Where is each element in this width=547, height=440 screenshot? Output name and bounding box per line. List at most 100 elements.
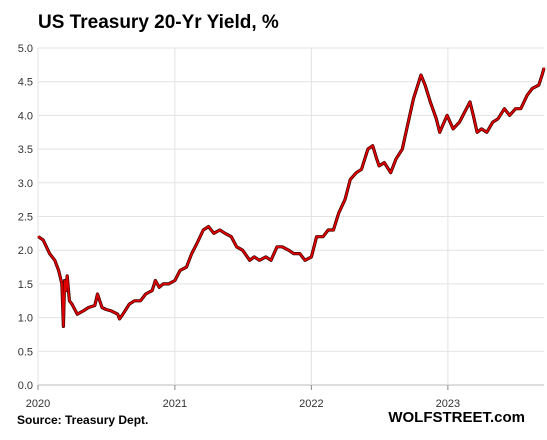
- data-point: [378, 165, 380, 167]
- data-point: [174, 279, 176, 282]
- data-point: [241, 249, 244, 252]
- y-tick-label: 3.5: [18, 144, 33, 156]
- data-point: [76, 313, 79, 316]
- data-point: [281, 245, 284, 248]
- data-point: [82, 310, 85, 312]
- data-point: [101, 306, 103, 309]
- data-point: [212, 232, 215, 235]
- data-point: [235, 245, 238, 248]
- data-point: [322, 235, 324, 238]
- data-point: [458, 121, 461, 123]
- data-point: [476, 131, 478, 134]
- y-tick-label: 3.0: [18, 178, 33, 190]
- data-point: [491, 121, 494, 123]
- x-axis-ticks: 2020 2021 2022 2023: [26, 398, 460, 410]
- credit-watermark: WOLFSTREET.com: [388, 409, 525, 426]
- data-point: [480, 127, 483, 130]
- series-line: [37, 67, 545, 328]
- data-point: [401, 148, 404, 151]
- data-point: [367, 148, 369, 151]
- x-tick-label: 2020: [26, 398, 50, 410]
- data-point: [139, 299, 142, 302]
- data-point: [375, 158, 378, 161]
- data-point: [133, 299, 136, 302]
- data-point: [389, 171, 392, 174]
- data-point: [48, 252, 51, 255]
- data-point: [310, 256, 313, 258]
- data-point: [526, 94, 529, 97]
- data-point: [71, 303, 73, 305]
- data-point: [541, 74, 543, 76]
- data-point: [93, 304, 96, 307]
- data-point: [424, 84, 426, 86]
- data-point: [207, 225, 210, 228]
- data-point: [395, 158, 397, 161]
- data-point: [446, 114, 448, 117]
- data-point: [537, 84, 540, 86]
- data-point: [463, 111, 466, 113]
- data-point: [485, 131, 488, 134]
- y-tick-label: 0.0: [18, 380, 33, 392]
- data-point: [144, 293, 147, 295]
- data-point: [412, 97, 415, 100]
- data-point: [264, 256, 267, 258]
- data-point: [292, 252, 295, 255]
- data-point: [61, 283, 63, 285]
- data-point: [68, 299, 71, 302]
- data-point: [531, 87, 534, 90]
- x-tick-label: 2022: [299, 398, 323, 410]
- data-point: [122, 313, 124, 316]
- data-point: [105, 308, 107, 311]
- data-point: [116, 313, 119, 316]
- x-tick-label: 2023: [436, 398, 460, 410]
- gridlines: [37, 47, 544, 390]
- data-point: [315, 235, 318, 238]
- data-point: [42, 239, 45, 242]
- x-tick-label: 2021: [163, 398, 187, 410]
- data-point: [497, 117, 499, 120]
- data-point: [258, 259, 261, 262]
- data-point: [420, 74, 422, 76]
- data-point: [508, 114, 511, 117]
- data-point: [63, 279, 66, 282]
- data-point: [349, 178, 352, 181]
- data-point: [110, 310, 113, 312]
- data-point: [452, 127, 454, 130]
- data-point: [337, 212, 340, 215]
- data-point: [87, 306, 90, 309]
- data-point: [332, 229, 335, 231]
- data-point: [472, 114, 475, 117]
- data-point: [435, 117, 438, 120]
- series-layer: [37, 67, 546, 328]
- data-point: [62, 325, 65, 328]
- data-point: [438, 131, 441, 134]
- y-tick-label: 5.0: [18, 43, 33, 55]
- y-axis-ticks: 0.0 0.5 1.0 1.5 2.0 2.5 3.0 3.5 4.0 4.5 5.0: [18, 43, 33, 392]
- data-point: [248, 259, 251, 262]
- chart-title: US Treasury 20-Yr Yield, %: [38, 12, 279, 33]
- data-point: [65, 289, 67, 292]
- y-tick-label: 2.5: [18, 212, 33, 224]
- data-point: [154, 279, 157, 282]
- data-point: [53, 259, 56, 262]
- data-point: [270, 259, 272, 262]
- data-point: [179, 269, 182, 272]
- data-point: [167, 283, 170, 285]
- data-point: [190, 252, 193, 255]
- data-point: [469, 101, 471, 103]
- data-point: [151, 289, 154, 292]
- data-point: [57, 269, 60, 272]
- data-point: [383, 161, 386, 164]
- data-point: [543, 67, 545, 70]
- data-point: [37, 235, 40, 238]
- data-point: [298, 252, 301, 255]
- data-point: [371, 144, 374, 147]
- data-point: [162, 283, 165, 285]
- data-point: [429, 101, 432, 103]
- data-point: [118, 318, 121, 320]
- y-tick-label: 2.0: [18, 245, 33, 257]
- data-point: [514, 107, 517, 110]
- data-point: [276, 245, 278, 248]
- y-tick-label: 4.0: [18, 110, 33, 122]
